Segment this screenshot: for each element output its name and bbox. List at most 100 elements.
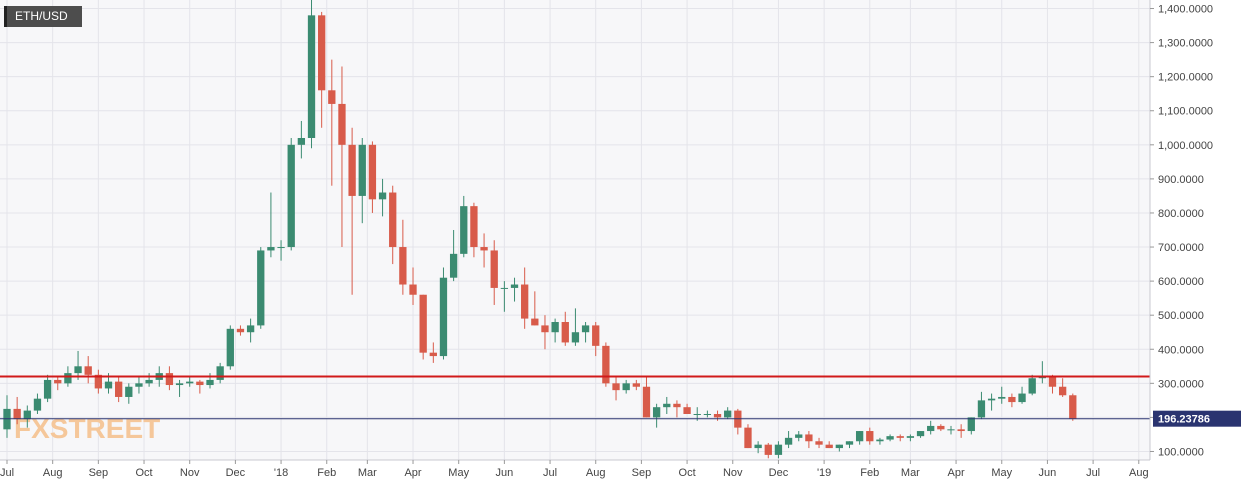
- candle[interactable]: [927, 420, 935, 435]
- candle[interactable]: [795, 431, 803, 442]
- candle[interactable]: [764, 442, 772, 459]
- candle[interactable]: [998, 386, 1006, 404]
- candle-body: [175, 383, 184, 386]
- candle[interactable]: [957, 424, 965, 438]
- candle[interactable]: [581, 322, 590, 343]
- candle[interactable]: [663, 396, 671, 414]
- candle[interactable]: [358, 138, 366, 224]
- candle[interactable]: [236, 325, 245, 336]
- candle[interactable]: [744, 424, 752, 449]
- candle[interactable]: [307, 0, 316, 149]
- candle[interactable]: [947, 425, 955, 435]
- candle[interactable]: [409, 267, 417, 305]
- candle[interactable]: [287, 138, 295, 251]
- candle[interactable]: [1058, 378, 1067, 397]
- candle[interactable]: [541, 315, 549, 350]
- candle[interactable]: [246, 318, 255, 343]
- candle[interactable]: [338, 66, 346, 248]
- candle[interactable]: [318, 11, 326, 128]
- candle[interactable]: [774, 441, 783, 459]
- candle[interactable]: [784, 431, 793, 449]
- candle[interactable]: [967, 417, 975, 435]
- candle[interactable]: [906, 434, 915, 442]
- candle[interactable]: [419, 294, 427, 360]
- candle[interactable]: [33, 393, 42, 414]
- candle[interactable]: [876, 437, 884, 445]
- candle[interactable]: [84, 356, 92, 384]
- candle[interactable]: [652, 403, 661, 428]
- candle[interactable]: [54, 376, 62, 391]
- candle[interactable]: [125, 383, 133, 404]
- candle[interactable]: [561, 311, 569, 346]
- candle[interactable]: [74, 350, 82, 380]
- candle[interactable]: [470, 202, 478, 258]
- candle[interactable]: [855, 431, 864, 445]
- candle[interactable]: [439, 267, 448, 360]
- candle[interactable]: [866, 427, 874, 445]
- candle[interactable]: [1028, 374, 1036, 396]
- candle[interactable]: [449, 230, 458, 282]
- candle[interactable]: [724, 407, 732, 420]
- candle[interactable]: [196, 379, 204, 394]
- candle[interactable]: [165, 366, 174, 391]
- candle[interactable]: [429, 342, 437, 363]
- candle[interactable]: [216, 362, 224, 384]
- candle[interactable]: [94, 369, 103, 394]
- candle[interactable]: [683, 403, 691, 414]
- candle[interactable]: [531, 291, 539, 326]
- candle[interactable]: [1048, 374, 1057, 394]
- candle[interactable]: [145, 373, 153, 387]
- candle[interactable]: [135, 376, 143, 394]
- candle[interactable]: [825, 441, 833, 449]
- candle[interactable]: [510, 277, 519, 302]
- candle[interactable]: [703, 410, 712, 418]
- candle[interactable]: [175, 379, 184, 397]
- candle[interactable]: [1018, 386, 1026, 404]
- candle[interactable]: [805, 431, 813, 449]
- candle[interactable]: [937, 424, 945, 432]
- candle[interactable]: [977, 391, 986, 420]
- candle-body: [713, 414, 722, 418]
- candle[interactable]: [1008, 393, 1016, 408]
- candle[interactable]: [592, 322, 600, 357]
- candle[interactable]: [886, 434, 894, 442]
- candle[interactable]: [602, 342, 610, 387]
- candle[interactable]: [328, 59, 336, 186]
- candle[interactable]: [43, 374, 52, 403]
- candle[interactable]: [551, 318, 559, 343]
- candle[interactable]: [13, 396, 21, 425]
- candle[interactable]: [845, 441, 854, 449]
- candle[interactable]: [835, 444, 843, 452]
- candle[interactable]: [257, 247, 265, 329]
- candle[interactable]: [612, 376, 620, 401]
- candle[interactable]: [460, 195, 468, 258]
- candle[interactable]: [378, 178, 387, 217]
- candle[interactable]: [632, 379, 640, 391]
- candle[interactable]: [23, 405, 31, 428]
- candle[interactable]: [815, 437, 823, 449]
- candle[interactable]: [521, 267, 529, 329]
- candle[interactable]: [500, 281, 509, 312]
- candle[interactable]: [1069, 393, 1077, 421]
- candle[interactable]: [226, 325, 234, 370]
- candle[interactable]: [389, 185, 397, 265]
- candle[interactable]: [186, 376, 194, 387]
- candle[interactable]: [987, 393, 996, 411]
- candle[interactable]: [642, 376, 651, 418]
- candle[interactable]: [348, 127, 356, 295]
- candle[interactable]: [267, 192, 275, 258]
- candle[interactable]: [916, 431, 925, 438]
- candle[interactable]: [399, 219, 407, 295]
- candle[interactable]: [673, 400, 681, 418]
- candle[interactable]: [115, 376, 123, 403]
- candle[interactable]: [368, 141, 377, 213]
- candle[interactable]: [896, 434, 904, 442]
- candle[interactable]: [490, 240, 498, 305]
- candle[interactable]: [754, 441, 762, 454]
- candle[interactable]: [297, 120, 306, 159]
- candle[interactable]: [480, 233, 488, 268]
- candle[interactable]: [571, 308, 580, 346]
- candle[interactable]: [277, 240, 285, 261]
- candle[interactable]: [622, 379, 630, 394]
